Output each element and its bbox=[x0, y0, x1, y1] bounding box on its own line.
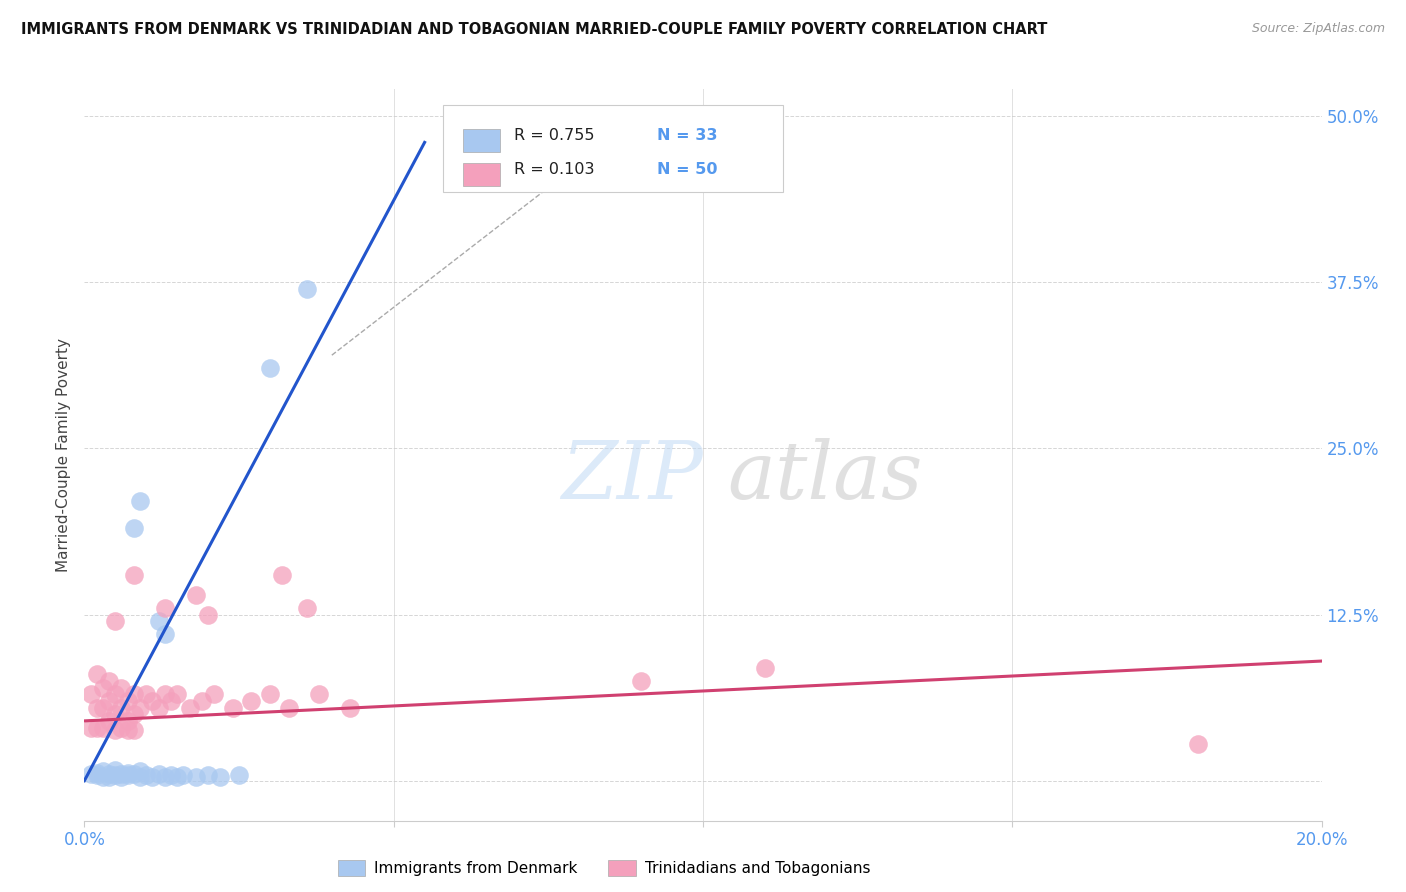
Point bbox=[153, 600, 176, 615]
Point bbox=[104, 707, 127, 722]
Point bbox=[160, 768, 183, 782]
Point bbox=[86, 765, 108, 780]
Point bbox=[117, 694, 139, 708]
Point bbox=[179, 700, 201, 714]
FancyBboxPatch shape bbox=[463, 163, 501, 186]
Point bbox=[184, 588, 207, 602]
Point bbox=[339, 700, 361, 714]
Text: IMMIGRANTS FROM DENMARK VS TRINIDADIAN AND TOBAGONIAN MARRIED-COUPLE FAMILY POVE: IMMIGRANTS FROM DENMARK VS TRINIDADIAN A… bbox=[21, 22, 1047, 37]
Point bbox=[122, 567, 145, 582]
Point bbox=[222, 700, 245, 714]
Point bbox=[79, 767, 101, 781]
Text: atlas: atlas bbox=[728, 438, 924, 516]
Point bbox=[129, 700, 152, 714]
Point bbox=[295, 600, 318, 615]
Point bbox=[91, 770, 114, 784]
Point bbox=[91, 681, 114, 695]
Point bbox=[153, 627, 176, 641]
Point bbox=[117, 714, 139, 728]
Point bbox=[91, 764, 114, 779]
Text: N = 50: N = 50 bbox=[657, 162, 717, 178]
Point bbox=[117, 765, 139, 780]
Point bbox=[91, 700, 114, 714]
Point bbox=[86, 721, 108, 735]
Point bbox=[141, 694, 163, 708]
Point bbox=[202, 687, 225, 701]
Point bbox=[259, 687, 281, 701]
Point bbox=[91, 721, 114, 735]
Point bbox=[295, 282, 318, 296]
Point bbox=[148, 614, 170, 628]
Point bbox=[104, 687, 127, 701]
Point bbox=[191, 694, 214, 708]
Text: R = 0.103: R = 0.103 bbox=[513, 162, 595, 178]
Point bbox=[259, 361, 281, 376]
Point bbox=[129, 764, 152, 779]
Point bbox=[228, 768, 250, 782]
Point bbox=[104, 763, 127, 777]
Text: ZIP: ZIP bbox=[561, 438, 703, 516]
Point bbox=[86, 700, 108, 714]
Point bbox=[148, 700, 170, 714]
Text: R = 0.755: R = 0.755 bbox=[513, 128, 595, 143]
Point bbox=[271, 567, 294, 582]
Point bbox=[122, 723, 145, 738]
Point bbox=[166, 770, 188, 784]
Point bbox=[148, 767, 170, 781]
Point bbox=[754, 661, 776, 675]
Point bbox=[209, 770, 232, 784]
Point bbox=[1187, 737, 1209, 751]
Point bbox=[197, 768, 219, 782]
Point bbox=[172, 768, 194, 782]
Legend: Immigrants from Denmark, Trinidadians and Tobagonians: Immigrants from Denmark, Trinidadians an… bbox=[332, 855, 876, 882]
Point bbox=[104, 723, 127, 738]
Point bbox=[135, 768, 157, 782]
Text: N = 33: N = 33 bbox=[657, 128, 717, 143]
Point bbox=[153, 687, 176, 701]
Point bbox=[197, 607, 219, 622]
Point bbox=[141, 770, 163, 784]
Text: Source: ZipAtlas.com: Source: ZipAtlas.com bbox=[1251, 22, 1385, 36]
Point bbox=[135, 687, 157, 701]
Point bbox=[160, 694, 183, 708]
Point bbox=[117, 723, 139, 738]
Point bbox=[308, 687, 330, 701]
Point bbox=[129, 494, 152, 508]
Point bbox=[110, 721, 132, 735]
Point bbox=[98, 714, 121, 728]
Point bbox=[98, 673, 121, 688]
FancyBboxPatch shape bbox=[463, 128, 501, 153]
Point bbox=[79, 721, 101, 735]
Point bbox=[110, 681, 132, 695]
Point bbox=[110, 700, 132, 714]
Point bbox=[277, 700, 299, 714]
Point bbox=[153, 770, 176, 784]
Point bbox=[79, 687, 101, 701]
Point bbox=[98, 767, 121, 781]
Point bbox=[117, 768, 139, 782]
Point bbox=[184, 770, 207, 784]
Point bbox=[122, 521, 145, 535]
Point bbox=[110, 770, 132, 784]
Point bbox=[110, 767, 132, 781]
Point bbox=[104, 614, 127, 628]
Point bbox=[630, 673, 652, 688]
Y-axis label: Married-Couple Family Poverty: Married-Couple Family Poverty bbox=[56, 338, 72, 572]
Point bbox=[129, 770, 152, 784]
Point bbox=[122, 687, 145, 701]
Point bbox=[166, 687, 188, 701]
Point bbox=[122, 767, 145, 781]
Point bbox=[86, 768, 108, 782]
Point bbox=[98, 770, 121, 784]
Point bbox=[86, 667, 108, 681]
Point bbox=[104, 768, 127, 782]
Point bbox=[122, 707, 145, 722]
Point bbox=[98, 694, 121, 708]
Point bbox=[240, 694, 263, 708]
FancyBboxPatch shape bbox=[443, 105, 783, 192]
